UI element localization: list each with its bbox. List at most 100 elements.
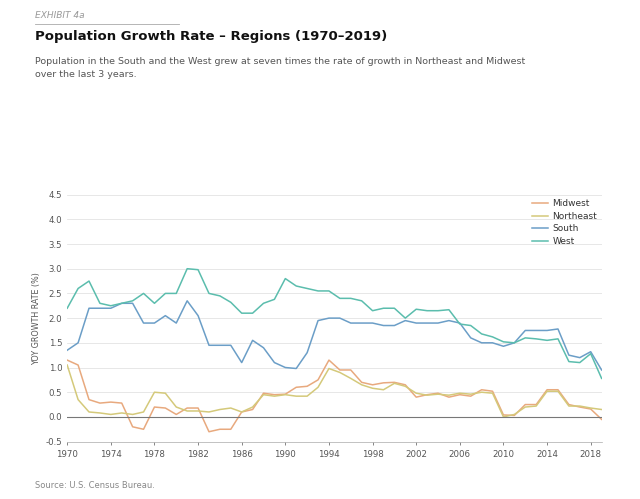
Northeast bbox=[140, 409, 147, 415]
Northeast bbox=[554, 388, 562, 394]
Midwest bbox=[260, 390, 268, 396]
West bbox=[522, 335, 529, 341]
South bbox=[183, 298, 191, 304]
Midwest bbox=[205, 429, 213, 435]
South bbox=[456, 320, 463, 326]
West bbox=[271, 296, 278, 302]
Midwest bbox=[271, 392, 278, 398]
Line: West: West bbox=[67, 268, 602, 378]
Midwest bbox=[107, 399, 115, 405]
West bbox=[565, 359, 573, 365]
West bbox=[260, 300, 268, 306]
West bbox=[500, 339, 508, 345]
West bbox=[183, 265, 191, 271]
Midwest bbox=[314, 377, 322, 383]
West bbox=[532, 336, 540, 342]
Midwest bbox=[172, 412, 180, 418]
Midwest bbox=[445, 394, 452, 400]
Midwest bbox=[96, 400, 104, 406]
Northeast bbox=[522, 404, 529, 410]
Northeast bbox=[314, 384, 322, 390]
South bbox=[249, 337, 257, 343]
South bbox=[63, 347, 71, 353]
West bbox=[227, 299, 235, 305]
Northeast bbox=[227, 405, 235, 411]
Line: South: South bbox=[67, 301, 602, 370]
South bbox=[434, 320, 442, 326]
South bbox=[194, 313, 202, 319]
Midwest bbox=[303, 383, 311, 389]
Midwest bbox=[565, 402, 573, 408]
South bbox=[423, 320, 431, 326]
Northeast bbox=[325, 365, 333, 371]
Northeast bbox=[150, 389, 158, 395]
South bbox=[107, 305, 115, 311]
South bbox=[478, 340, 486, 346]
Northeast bbox=[390, 380, 398, 386]
West bbox=[423, 308, 431, 314]
Midwest bbox=[118, 400, 125, 406]
Midwest bbox=[500, 412, 508, 418]
Northeast bbox=[216, 407, 224, 413]
Northeast bbox=[194, 408, 202, 414]
South bbox=[565, 352, 573, 358]
South bbox=[554, 326, 562, 332]
Midwest bbox=[369, 382, 376, 388]
West bbox=[150, 300, 158, 306]
West bbox=[456, 321, 463, 327]
South bbox=[500, 343, 508, 349]
South bbox=[161, 313, 169, 319]
Northeast bbox=[423, 392, 431, 398]
Northeast bbox=[161, 390, 169, 396]
West bbox=[412, 306, 420, 312]
West bbox=[303, 285, 311, 291]
Midwest bbox=[292, 384, 300, 390]
Northeast bbox=[129, 412, 136, 418]
Northeast bbox=[369, 385, 376, 391]
Midwest bbox=[489, 388, 497, 394]
Midwest bbox=[183, 405, 191, 411]
West bbox=[74, 285, 82, 291]
Midwest bbox=[543, 387, 551, 393]
Northeast bbox=[282, 392, 289, 398]
Midwest bbox=[434, 390, 442, 396]
West bbox=[434, 308, 442, 314]
Y-axis label: YOY GROWTH RATE (%): YOY GROWTH RATE (%) bbox=[33, 271, 42, 365]
South bbox=[260, 345, 268, 351]
West bbox=[314, 288, 322, 294]
Northeast bbox=[347, 375, 355, 381]
South bbox=[118, 300, 125, 306]
West bbox=[358, 298, 365, 304]
Northeast bbox=[565, 403, 573, 409]
South bbox=[336, 315, 344, 321]
South bbox=[412, 320, 420, 326]
West bbox=[554, 336, 562, 342]
South bbox=[129, 300, 136, 306]
Midwest bbox=[227, 426, 235, 432]
West bbox=[249, 310, 257, 316]
Northeast bbox=[511, 412, 518, 418]
South bbox=[172, 320, 180, 326]
South bbox=[401, 317, 409, 323]
Text: Source: U.S. Census Bureau.: Source: U.S. Census Bureau. bbox=[35, 481, 155, 490]
West bbox=[511, 340, 518, 346]
Midwest bbox=[522, 402, 529, 408]
Midwest bbox=[554, 387, 562, 393]
Text: EXHIBIT 4a: EXHIBIT 4a bbox=[35, 11, 85, 20]
Midwest bbox=[456, 392, 463, 398]
Northeast bbox=[96, 410, 104, 416]
Northeast bbox=[118, 410, 125, 416]
Northeast bbox=[489, 390, 497, 396]
South bbox=[380, 322, 387, 328]
South bbox=[292, 365, 300, 371]
Midwest bbox=[325, 357, 333, 363]
West bbox=[292, 283, 300, 289]
West bbox=[336, 295, 344, 301]
South bbox=[216, 342, 224, 348]
West bbox=[325, 288, 333, 294]
South bbox=[576, 355, 584, 361]
Midwest bbox=[161, 405, 169, 411]
Midwest bbox=[238, 409, 246, 415]
South bbox=[543, 327, 551, 333]
South bbox=[358, 320, 365, 326]
